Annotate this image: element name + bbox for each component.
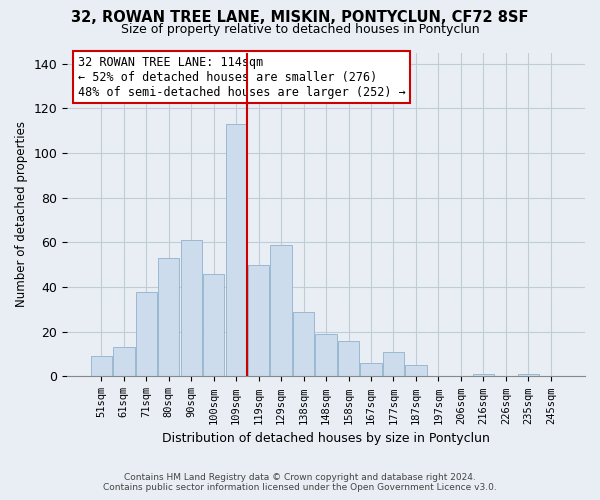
Bar (518, 374, 539, 376)
Text: Size of property relative to detached houses in Pontyclun: Size of property relative to detached ho… (121, 22, 479, 36)
Bar (113, 348, 134, 376)
Bar (271, 244, 292, 376)
Bar (361, 363, 382, 376)
Bar (158, 258, 179, 376)
Bar (338, 340, 359, 376)
Bar (136, 292, 157, 376)
Bar (91, 356, 112, 376)
Text: 32, ROWAN TREE LANE, MISKIN, PONTYCLUN, CF72 8SF: 32, ROWAN TREE LANE, MISKIN, PONTYCLUN, … (71, 10, 529, 25)
Bar (248, 264, 269, 376)
Text: Contains HM Land Registry data © Crown copyright and database right 2024.
Contai: Contains HM Land Registry data © Crown c… (103, 473, 497, 492)
Bar (226, 124, 247, 376)
Bar (203, 274, 224, 376)
Text: 32 ROWAN TREE LANE: 114sqm
← 52% of detached houses are smaller (276)
48% of sem: 32 ROWAN TREE LANE: 114sqm ← 52% of deta… (77, 56, 405, 98)
Bar (405, 366, 427, 376)
Bar (473, 374, 494, 376)
Bar (383, 352, 404, 376)
X-axis label: Distribution of detached houses by size in Pontyclun: Distribution of detached houses by size … (162, 432, 490, 445)
Bar (181, 240, 202, 376)
Bar (293, 312, 314, 376)
Y-axis label: Number of detached properties: Number of detached properties (15, 122, 28, 308)
Bar (316, 334, 337, 376)
